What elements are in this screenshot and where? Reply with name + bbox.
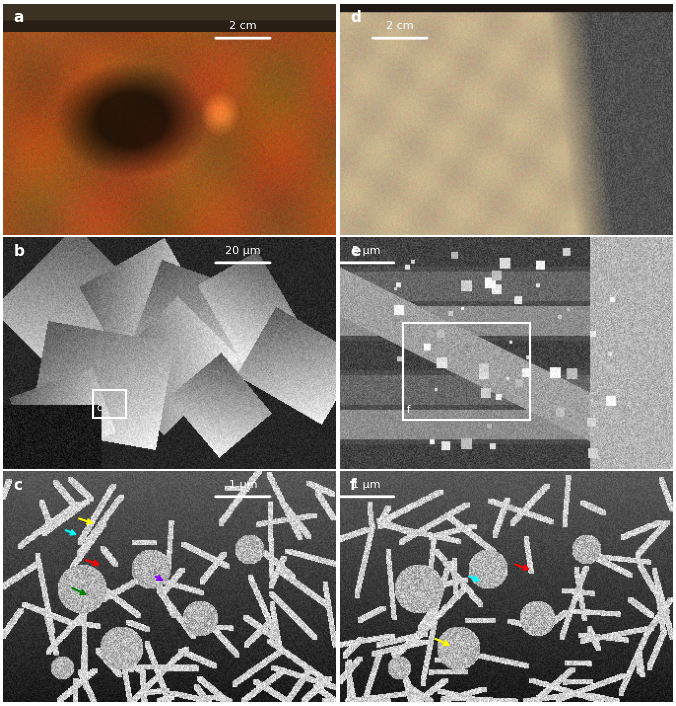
Bar (403, 323, 529, 420)
Text: e: e (350, 244, 360, 259)
Text: 2 cm: 2 cm (229, 21, 257, 31)
Text: a: a (14, 11, 24, 25)
Text: b: b (14, 244, 24, 259)
Text: 5 μm: 5 μm (352, 246, 381, 256)
Text: 2 cm: 2 cm (386, 21, 414, 31)
Text: c: c (97, 403, 102, 413)
Text: f: f (406, 405, 410, 415)
Text: c: c (14, 478, 22, 493)
Text: d: d (350, 11, 361, 25)
Text: 1 μm: 1 μm (352, 480, 381, 490)
Text: f: f (350, 478, 357, 493)
Text: 20 μm: 20 μm (225, 246, 261, 256)
Text: 1 μm: 1 μm (228, 480, 257, 490)
Bar (93, 390, 126, 418)
